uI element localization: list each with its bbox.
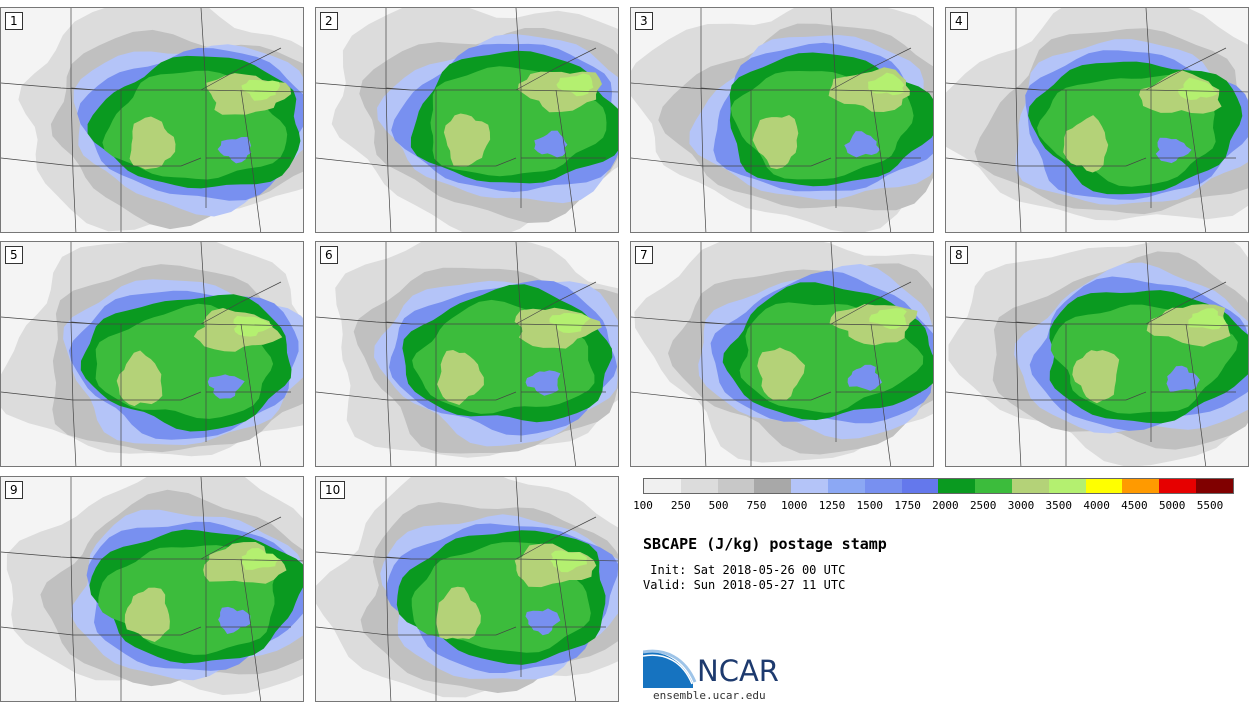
run-info: Init: Sat 2018-05-26 00 UTC Valid: Sun 2… xyxy=(643,563,845,593)
member-panel-3[interactable]: 3 xyxy=(630,7,934,233)
member-panel-7[interactable]: 7 xyxy=(630,241,934,467)
member-panel-4[interactable]: 4 xyxy=(945,7,1249,233)
member-label: 5 xyxy=(5,246,23,264)
colorbar-swatch xyxy=(1085,479,1123,493)
colorbar-swatch xyxy=(975,479,1012,493)
colorbar-tick-label: 100 xyxy=(633,499,653,512)
cape-map-1 xyxy=(1,8,303,232)
colorbar-ticks: 100 250 500 750 1000 1250 1500 1750 2000 2500 3000… xyxy=(633,499,1243,513)
cape-map-7 xyxy=(631,242,933,466)
init-time: Init: Sat 2018-05-26 00 UTC xyxy=(643,563,846,577)
member-label: 2 xyxy=(320,12,338,30)
colorbar-swatch xyxy=(680,479,718,493)
colorbar-tick-label: 2000 xyxy=(932,499,959,512)
colorbar-tick-label: 4500 xyxy=(1121,499,1148,512)
colorbar-swatch xyxy=(1195,479,1233,493)
colorbar xyxy=(643,478,1234,494)
colorbar-tick-label: 1750 xyxy=(894,499,921,512)
site-url: ensemble.ucar.edu xyxy=(653,689,766,702)
cape-map-5 xyxy=(1,242,303,466)
member-label: 1 xyxy=(5,12,23,30)
member-panel-6[interactable]: 6 xyxy=(315,241,619,467)
cape-map-10 xyxy=(316,477,618,701)
colorbar-swatch xyxy=(827,479,865,493)
colorbar-tick-label: 750 xyxy=(746,499,767,512)
member-panel-5[interactable]: 5 xyxy=(0,241,304,467)
page-title: SBCAPE (J/kg) postage stamp xyxy=(643,535,887,553)
member-panel-2[interactable]: 2 xyxy=(315,7,619,233)
colorbar-tick-label: 1250 xyxy=(818,499,846,512)
colorbar-tick-label: 3000 xyxy=(1007,499,1035,512)
member-panel-8[interactable]: 8 xyxy=(945,241,1249,467)
colorbar-swatch xyxy=(791,479,828,493)
cape-map-6 xyxy=(316,242,618,466)
colorbar-tick-label: 4000 xyxy=(1083,499,1110,512)
cape-map-2 xyxy=(316,8,618,232)
member-label: 3 xyxy=(635,12,653,30)
cape-map-9 xyxy=(1,477,303,701)
colorbar-swatch xyxy=(1011,479,1049,493)
member-label: 10 xyxy=(320,481,346,499)
colorbar-swatch xyxy=(1122,479,1160,493)
colorbar-tick-label: 3500 xyxy=(1045,499,1073,512)
colorbar-swatch xyxy=(754,479,792,493)
colorbar-tick-label: 250 xyxy=(670,499,691,512)
colorbar-tick-label: 500 xyxy=(708,499,729,512)
member-label: 4 xyxy=(950,12,968,30)
colorbar-swatch xyxy=(1159,479,1196,493)
member-label: 7 xyxy=(635,246,653,264)
colorbar-tick-label: 1000 xyxy=(780,499,808,512)
colorbar-tick-label: 5500 xyxy=(1196,499,1224,512)
member-panel-1[interactable]: 1 xyxy=(0,7,304,233)
cape-map-8 xyxy=(946,242,1248,466)
ncar-logo-icon xyxy=(643,649,697,688)
colorbar-swatch xyxy=(938,479,976,493)
colorbar-swatch xyxy=(901,479,939,493)
cape-map-4 xyxy=(946,8,1248,232)
valid-time: Valid: Sun 2018-05-27 11 UTC xyxy=(643,578,846,592)
colorbar-swatch xyxy=(644,479,681,493)
colorbar-tick-label: 1500 xyxy=(856,499,884,512)
colorbar-swatch xyxy=(717,479,755,493)
logo-text: NCAR xyxy=(697,654,779,688)
member-panel-9[interactable]: 9 xyxy=(0,476,304,702)
colorbar-swatch xyxy=(1048,479,1086,493)
cape-map-3 xyxy=(631,8,933,232)
colorbar-swatch xyxy=(864,479,902,493)
colorbar-tick-label: 2500 xyxy=(969,499,997,512)
member-label: 9 xyxy=(5,481,23,499)
member-label: 6 xyxy=(320,246,338,264)
colorbar-tick-label: 5000 xyxy=(1158,499,1186,512)
member-label: 8 xyxy=(950,246,968,264)
member-panel-10[interactable]: 10 xyxy=(315,476,619,702)
